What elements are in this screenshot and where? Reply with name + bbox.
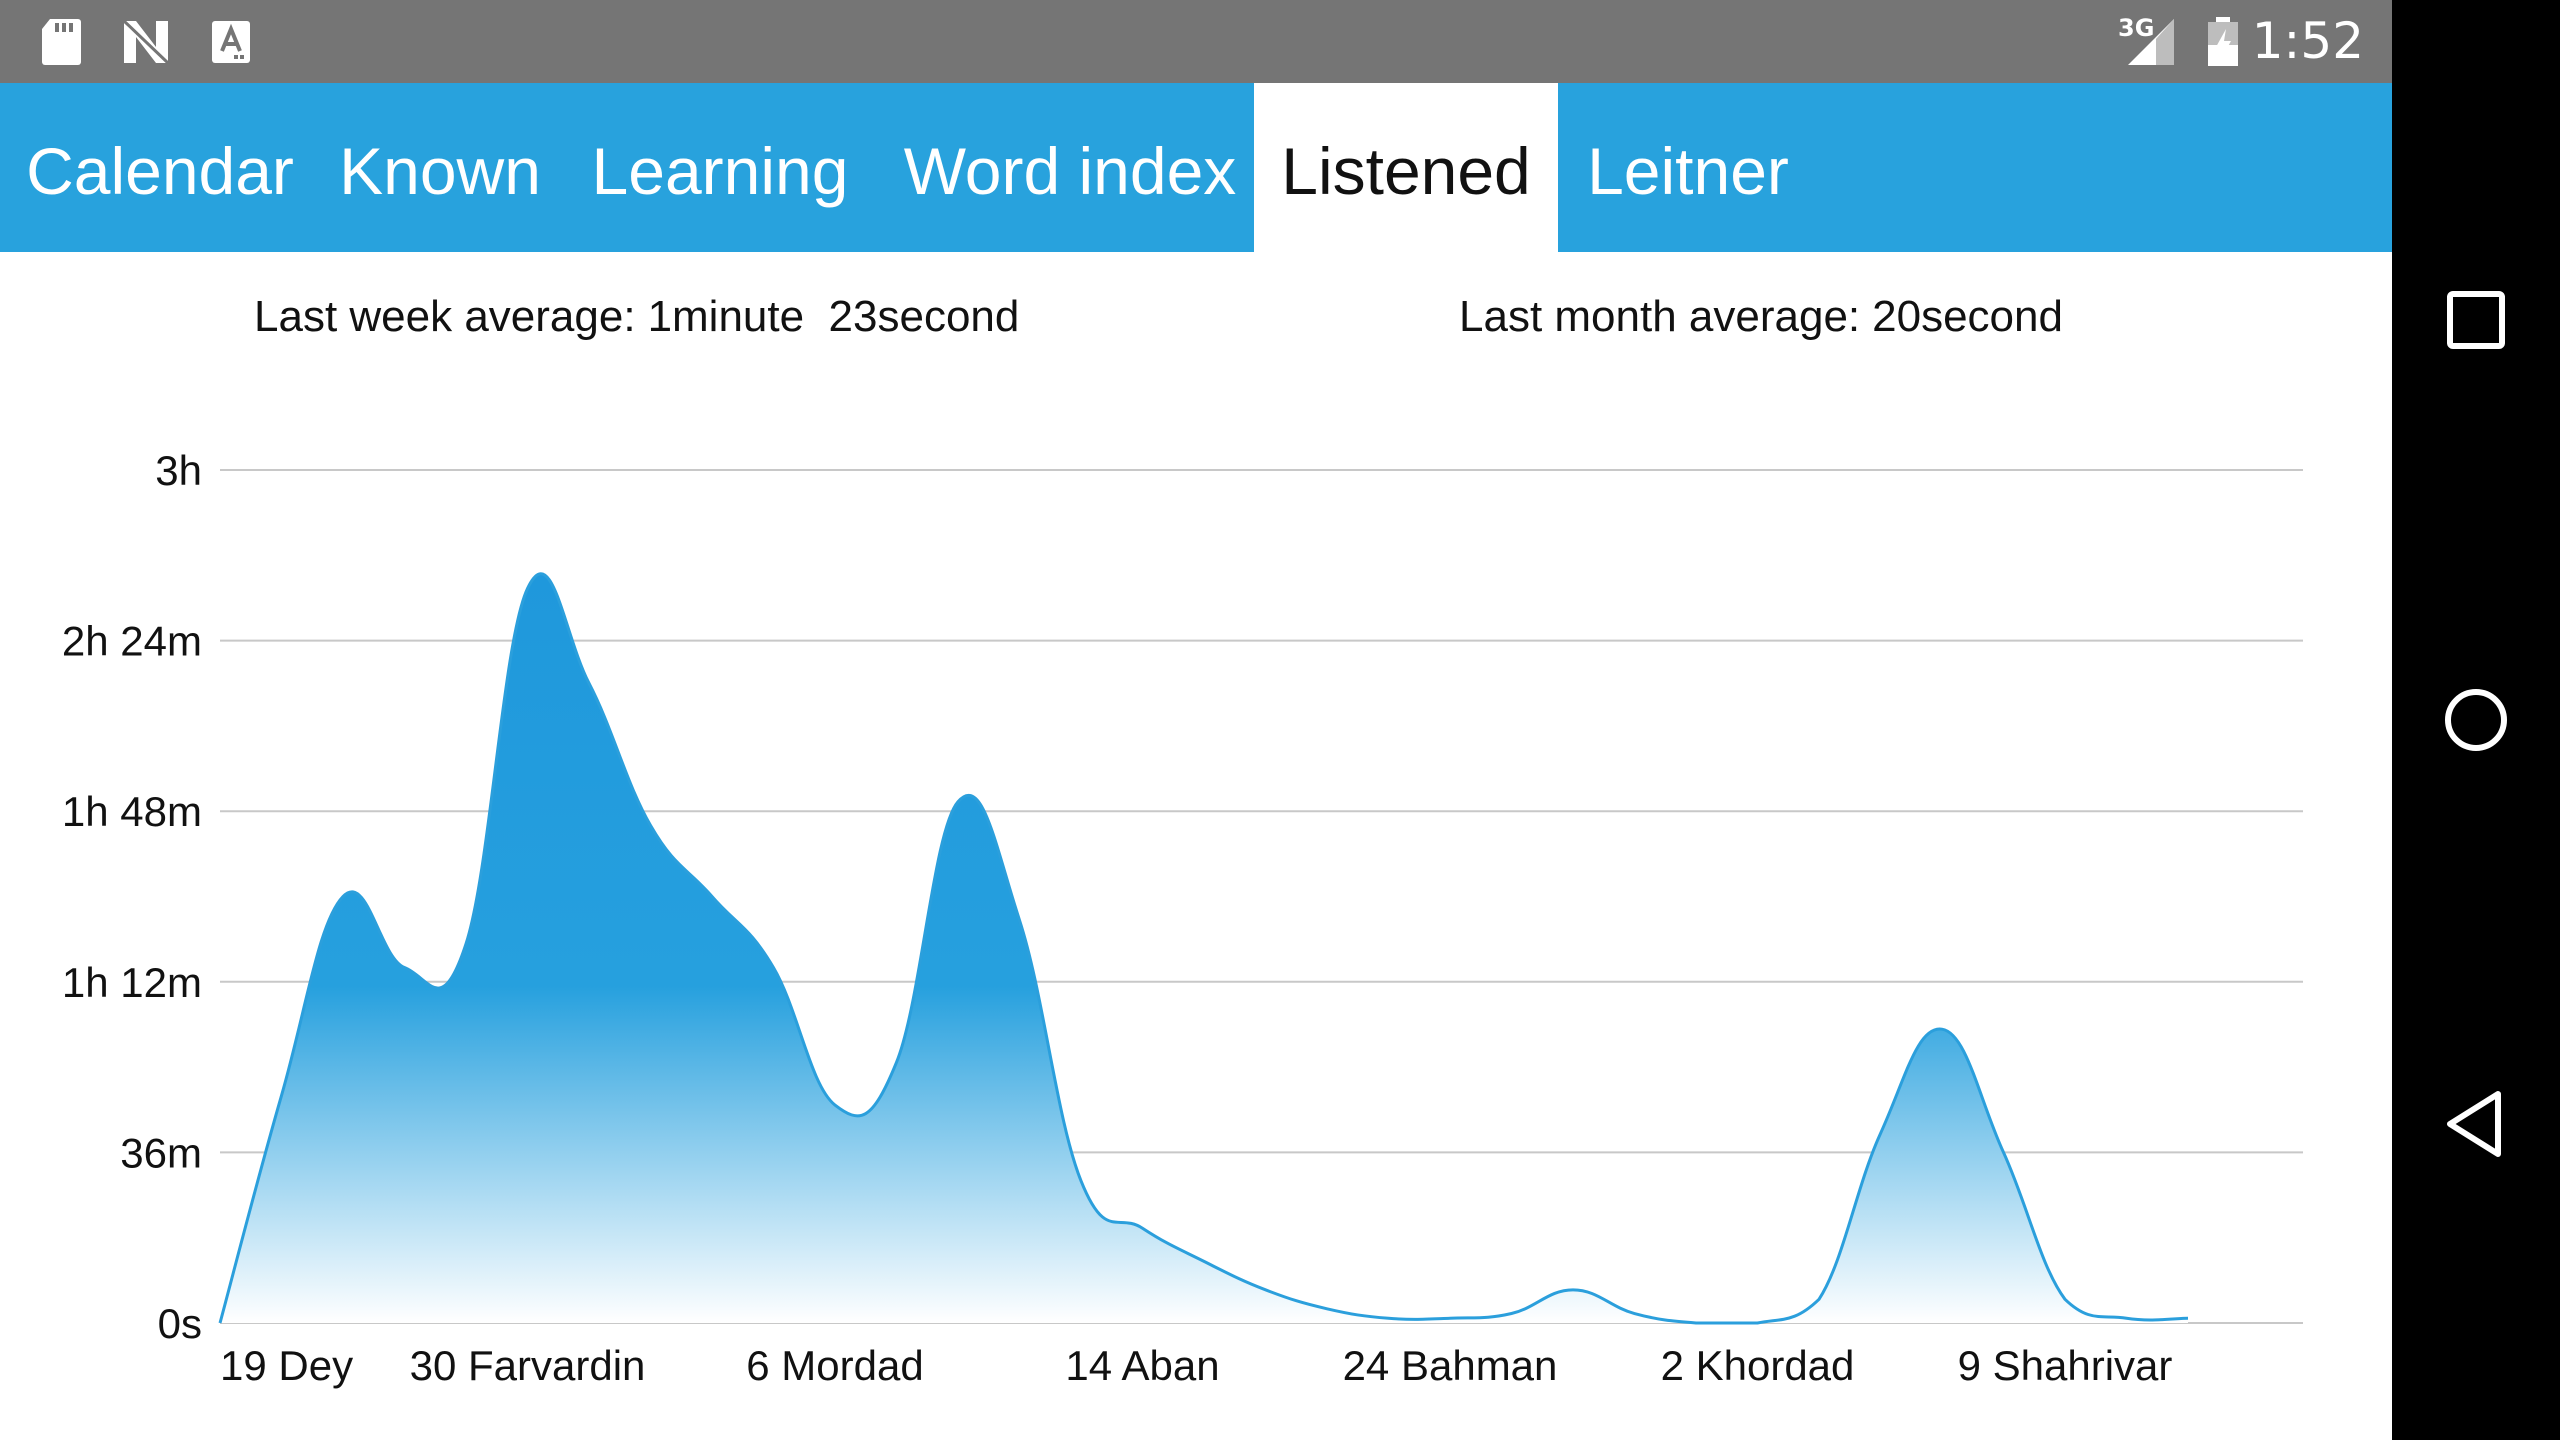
y-axis-labels: 0s 36m 1h 12m 1h 48m 2h 24m 3h bbox=[62, 447, 202, 1347]
week-average-value: 1minute 23second bbox=[647, 292, 1020, 341]
x-tick-label: 30 Farvardin bbox=[410, 1342, 646, 1389]
tab-calendar[interactable]: Calendar bbox=[26, 134, 294, 208]
network-type-label: 3G bbox=[2118, 14, 2155, 42]
sd-card-icon bbox=[42, 19, 81, 65]
x-tick-label: 24 Bahman bbox=[1343, 1342, 1558, 1389]
month-average: Last month average: 20second bbox=[1459, 292, 2063, 342]
month-average-value: 20second bbox=[1872, 292, 2063, 341]
back-icon[interactable] bbox=[2436, 1084, 2516, 1164]
battery-icon bbox=[2208, 17, 2238, 66]
tab-listened[interactable]: Listened bbox=[1254, 83, 1558, 252]
tab-leitner[interactable]: Leitner bbox=[1587, 134, 1789, 208]
series-line bbox=[218, 572, 2189, 1325]
status-bar: 3G 1:52 bbox=[0, 0, 2392, 83]
x-tick-label: 9 Shahrivar bbox=[1958, 1342, 2173, 1389]
tab-bar: Calendar Known Learning Word index Liste… bbox=[0, 83, 2392, 252]
listened-chart: 0s 36m 1h 12m 1h 48m 2h 24m 3h 19 Dey 30 Farva… bbox=[62, 447, 2303, 1389]
x-tick-label: 19 Dey bbox=[220, 1342, 353, 1389]
x-tick-label: 6 Mordad bbox=[746, 1342, 923, 1389]
app-screen: 3G 1:52 Calendar Known Learning Word ind… bbox=[0, 0, 2392, 1440]
n-logo-icon bbox=[122, 19, 170, 65]
y-tick-label: 36m bbox=[120, 1129, 202, 1176]
y-tick-label: 2h 24m bbox=[62, 618, 202, 665]
x-tick-label: 2 Khordad bbox=[1661, 1342, 1855, 1389]
recents-icon[interactable] bbox=[2436, 280, 2516, 360]
x-tick-label: 14 Aban bbox=[1065, 1342, 1219, 1389]
tab-learning[interactable]: Learning bbox=[591, 134, 849, 208]
y-tick-label: 0s bbox=[158, 1300, 202, 1347]
tab-word-index[interactable]: Word index bbox=[903, 134, 1237, 208]
status-time: 1:52 bbox=[2251, 12, 2364, 70]
home-icon[interactable] bbox=[2436, 680, 2516, 760]
y-tick-label: 1h 12m bbox=[62, 959, 202, 1006]
y-tick-label: 3h bbox=[155, 447, 202, 494]
x-axis-labels: 19 Dey 30 Farvardin 6 Mordad 14 Aban 24 Bahm… bbox=[220, 1342, 2172, 1389]
a-keyboard-icon bbox=[212, 21, 250, 63]
month-average-label: Last month average: bbox=[1459, 292, 1861, 341]
series-area bbox=[220, 573, 2188, 1323]
week-average: Last week average: 1minute 23second bbox=[254, 292, 1019, 342]
signal-icon bbox=[2128, 19, 2174, 65]
y-tick-label: 1h 48m bbox=[62, 788, 202, 835]
week-average-label: Last week average: bbox=[254, 292, 636, 341]
navigation-bar bbox=[2392, 0, 2560, 1440]
tab-known[interactable]: Known bbox=[339, 134, 541, 208]
